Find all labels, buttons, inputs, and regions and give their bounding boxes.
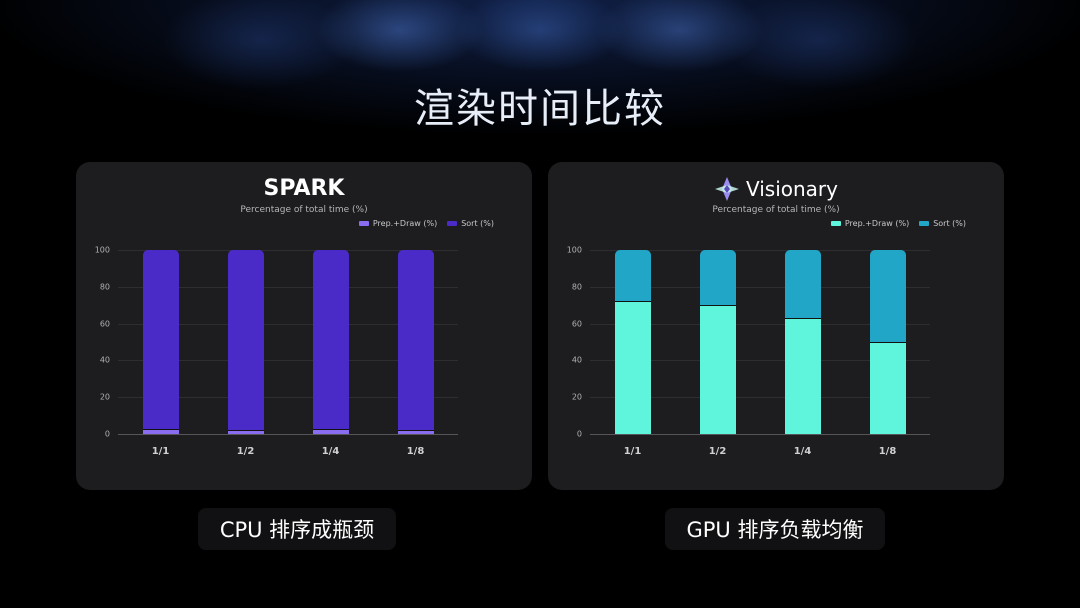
chart-subtitle: Percentage of total time (%): [240, 205, 368, 215]
chart-legend: Prep.+Draw (%) Sort (%): [358, 219, 494, 228]
bar-segment-prep: [312, 429, 349, 434]
bar-segment-prep: [699, 304, 736, 434]
gridline: [118, 286, 458, 288]
spark-plot-area: 0 20 40 60 80 100 1/1 1/2 1/4 1/8: [95, 246, 458, 457]
y-tick-label: 20: [99, 392, 110, 402]
bar-segment-prep: [227, 430, 264, 434]
bar-segment-sort: [397, 250, 434, 431]
legend-label: Sort (%): [461, 219, 494, 228]
bar-segment-sort: [614, 250, 651, 302]
bar-segment-sort: [227, 250, 264, 431]
x-tick-label: 1/2: [236, 446, 255, 457]
x-tick-label: 1/2: [708, 446, 727, 457]
stacked-bar: [142, 250, 179, 434]
bar-segment-prep: [869, 342, 906, 434]
stacked-bar: [227, 250, 264, 434]
gridline: [590, 397, 930, 399]
legend-label: Sort (%): [933, 219, 966, 228]
legend-label: Prep.+Draw (%): [844, 219, 910, 228]
gridline: [590, 250, 930, 251]
legend-swatch-icon: [358, 221, 369, 226]
stacked-bar: [869, 250, 906, 434]
bar-segment-prep: [142, 429, 179, 434]
gridline: [118, 434, 458, 435]
x-tick-label: 1/1: [623, 446, 642, 457]
cpu-caption: CPU 排序成瓶颈: [198, 508, 396, 550]
y-tick-label: 0: [576, 429, 582, 439]
stacked-bar: [699, 250, 736, 434]
gridline: [590, 434, 930, 435]
gridline: [590, 286, 930, 288]
bar-segment-sort: [869, 250, 906, 343]
x-tick-label: 1/4: [321, 446, 340, 457]
visionary-chart-card: Visionary Percentage of total time (%) P…: [548, 162, 1004, 490]
gridline: [118, 323, 458, 325]
y-tick-label: 100: [566, 245, 582, 255]
y-tick-label: 40: [99, 355, 110, 365]
bar-segment-sort: [142, 250, 179, 430]
bar-segment-sort: [699, 250, 736, 305]
y-tick-label: 100: [94, 245, 110, 255]
legend-swatch-icon: [447, 221, 458, 226]
y-tick-label: 80: [99, 282, 110, 292]
bar-segment-prep: [784, 317, 821, 434]
gridline: [118, 250, 458, 251]
visionary-diamond-icon: [714, 177, 739, 201]
stacked-bar: [397, 250, 434, 434]
stacked-bar: [614, 250, 651, 434]
legend-item-prep: Prep.+Draw (%): [358, 219, 438, 228]
visionary-plot-area: 0 20 40 60 80 100 1/1 1/2 1/4 1/8: [567, 246, 930, 457]
bar-segment-prep: [397, 430, 434, 434]
spark-logo: SPARK: [263, 176, 345, 201]
x-tick-label: 1/4: [793, 446, 812, 457]
chart-legend: Prep.+Draw (%) Sort (%): [830, 219, 966, 228]
bar-segment-prep: [614, 301, 651, 434]
y-tick-label: 60: [99, 319, 110, 329]
stacked-bar: [784, 250, 821, 434]
chart-subtitle: Percentage of total time (%): [712, 205, 840, 215]
bar-segment-sort: [784, 250, 821, 318]
legend-item-prep: Prep.+Draw (%): [830, 219, 910, 228]
gridline: [590, 360, 930, 362]
legend-item-sort: Sort (%): [919, 219, 966, 228]
stacked-bar: [312, 250, 349, 434]
visionary-logo-text: Visionary: [745, 177, 838, 201]
gridline: [590, 323, 930, 325]
legend-label: Prep.+Draw (%): [372, 219, 438, 228]
bar-segment-sort: [312, 250, 349, 430]
gridline: [118, 397, 458, 399]
x-tick-label: 1/1: [151, 446, 170, 457]
x-tick-label: 1/8: [406, 446, 425, 457]
legend-item-sort: Sort (%): [447, 219, 494, 228]
legend-swatch-icon: [830, 221, 841, 226]
visionary-logo: Visionary: [548, 176, 1004, 202]
spark-chart-card: SPARK Percentage of total time (%) Prep.…: [76, 162, 532, 490]
gridline: [118, 360, 458, 362]
y-tick-label: 0: [104, 429, 110, 439]
y-tick-label: 80: [571, 282, 582, 292]
legend-swatch-icon: [919, 221, 930, 226]
y-tick-label: 40: [571, 355, 582, 365]
page-title: 渲染时间比较: [414, 86, 666, 132]
gpu-caption: GPU 排序负载均衡: [665, 508, 885, 550]
y-tick-label: 60: [571, 319, 582, 329]
x-tick-label: 1/8: [878, 446, 897, 457]
y-tick-label: 20: [571, 392, 582, 402]
